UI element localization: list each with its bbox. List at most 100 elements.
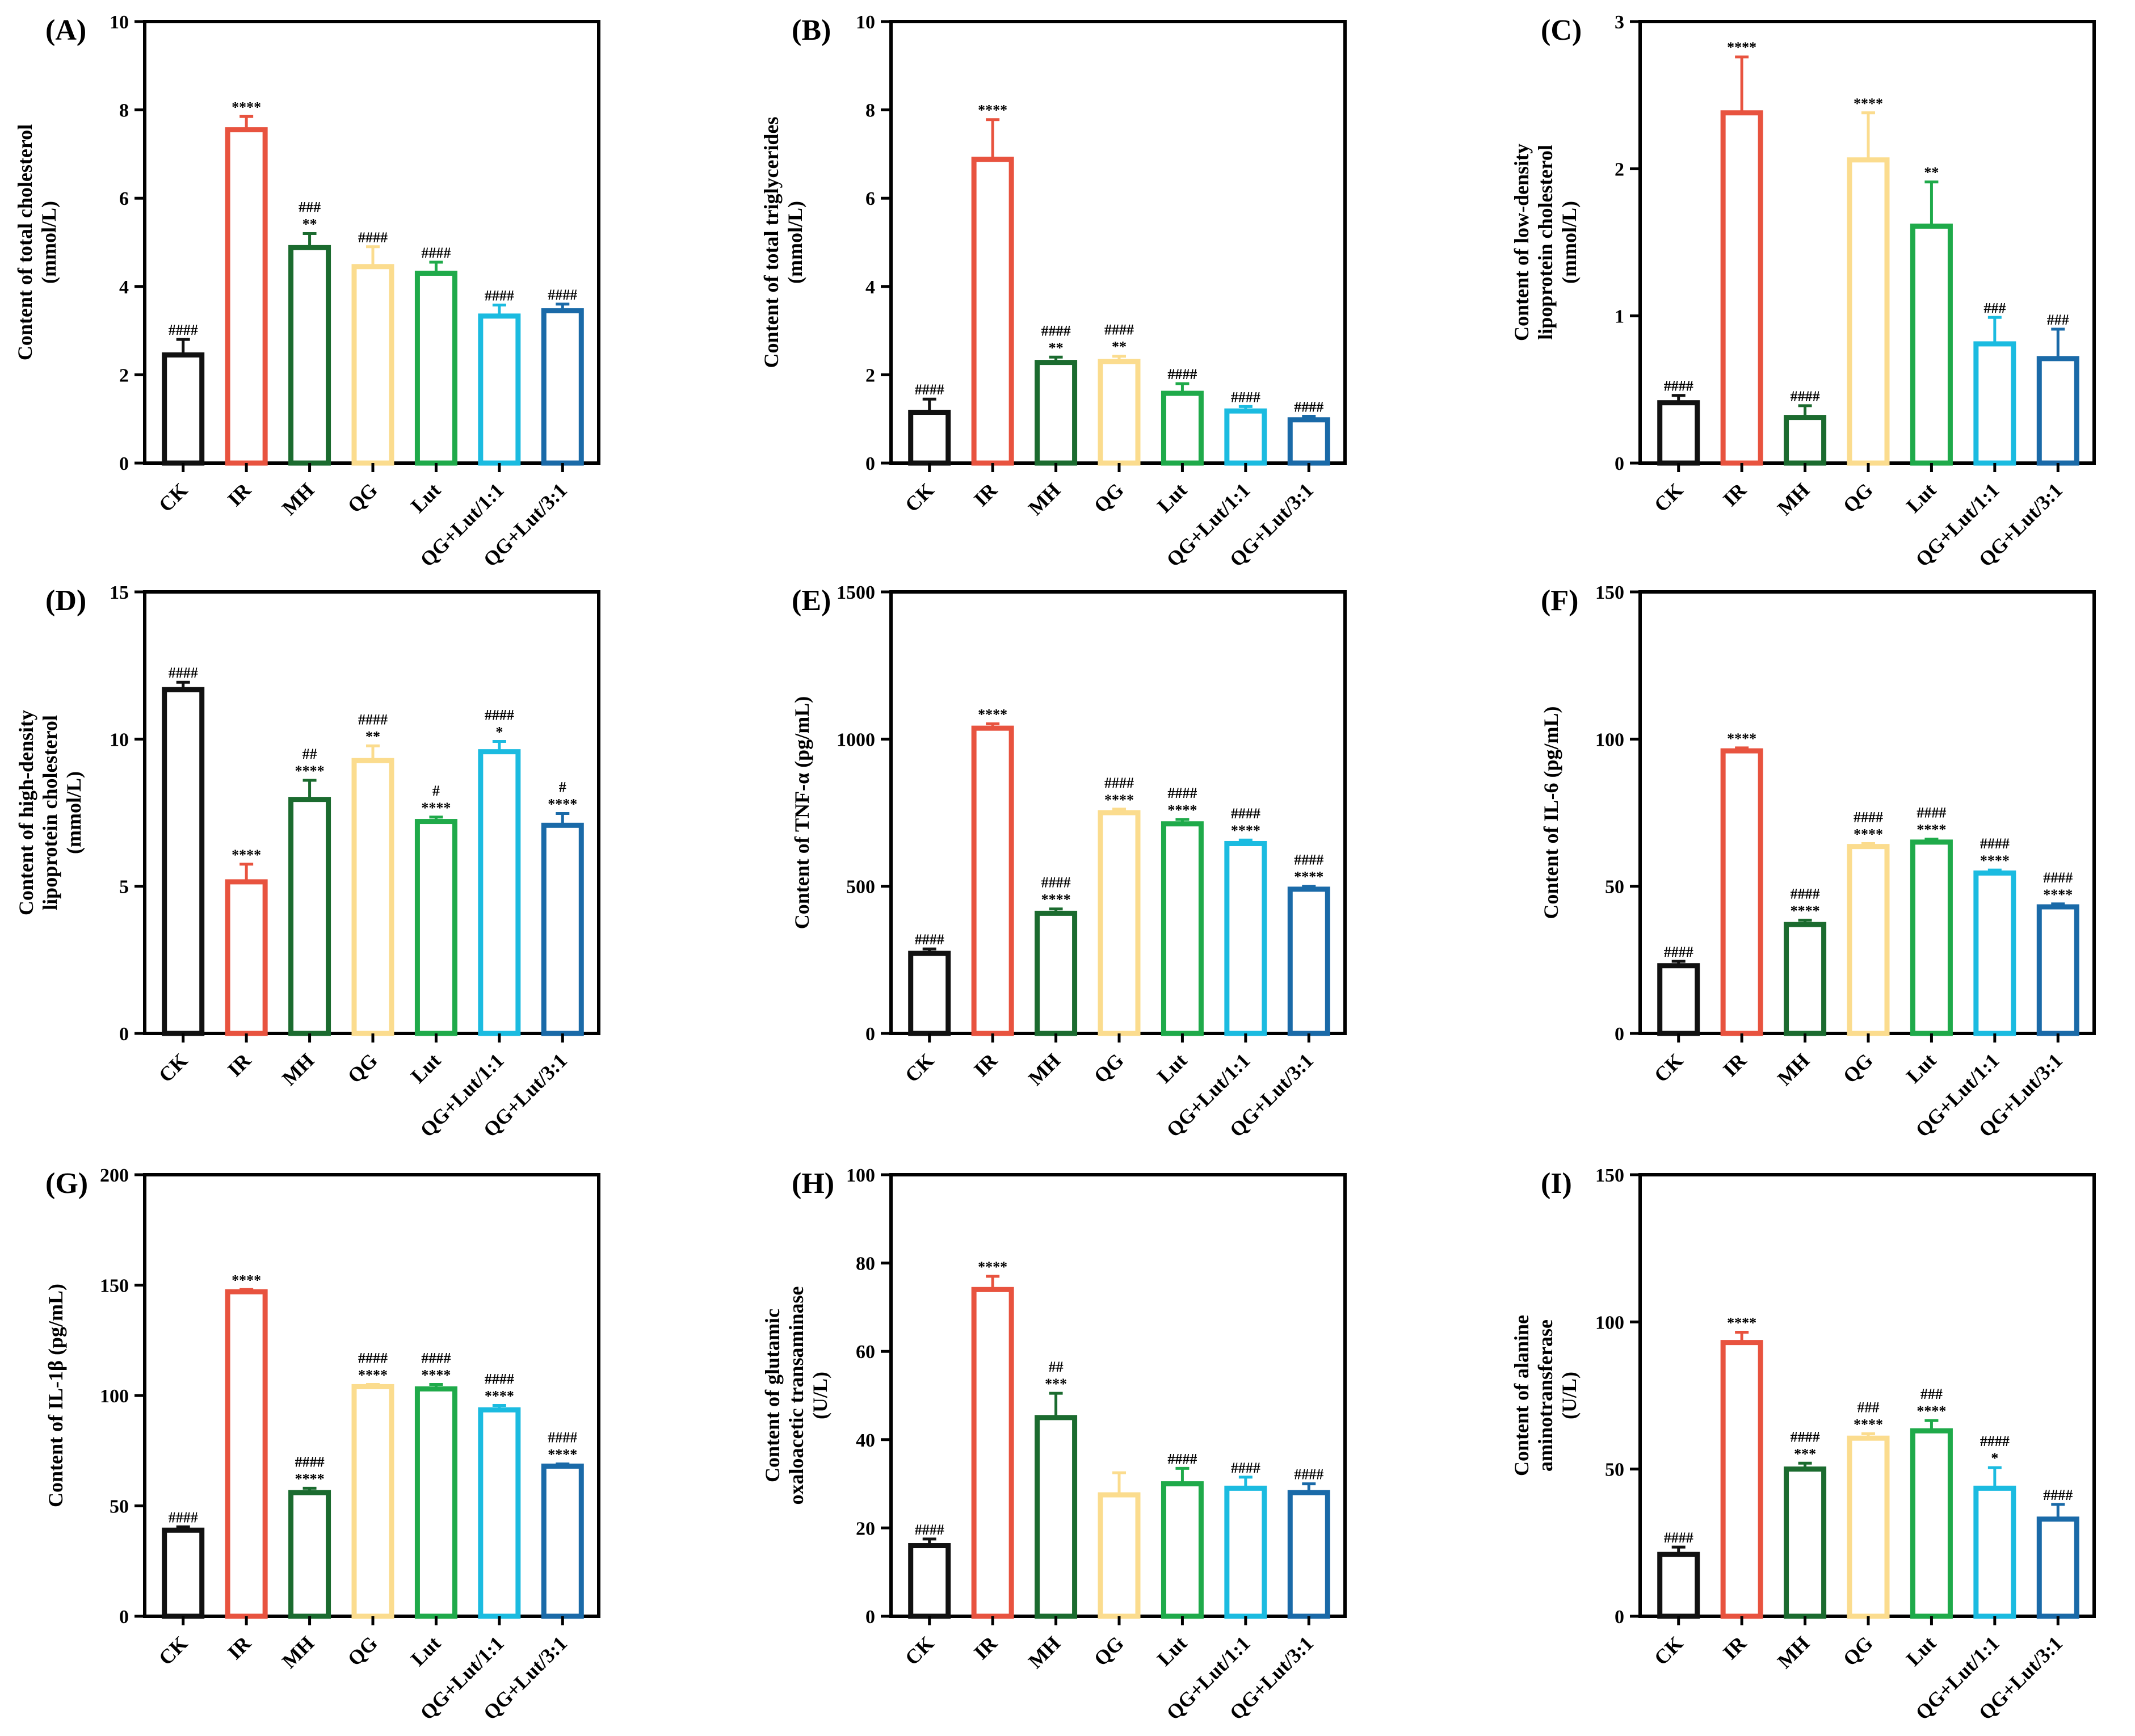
bar-ck: [1657, 1552, 1700, 1619]
bar-mh: [1784, 922, 1827, 1036]
significance-label: ####: [169, 1509, 198, 1525]
x-tick-label: Lut: [1902, 478, 1940, 517]
y-tick-label: 20: [856, 1518, 875, 1539]
bar-qg: [1098, 359, 1141, 466]
y-axis-label: aminotransferase: [1534, 1319, 1557, 1472]
y-tick-label: 6: [865, 188, 875, 209]
significance-label: ####: [421, 245, 451, 261]
bar-mh: [1784, 415, 1827, 466]
significance-label: ####: [1294, 852, 1323, 868]
significance-label: ####: [1664, 1529, 1693, 1546]
y-axis-label: (mmol/L): [37, 201, 60, 284]
panel-label: (E): [792, 585, 831, 617]
significance-label: ###: [1857, 1399, 1880, 1415]
y-tick-label: 100: [1595, 1312, 1624, 1333]
bar-qg: [1098, 1492, 1141, 1619]
x-tick-label: Lut: [1902, 1632, 1940, 1670]
y-tick-label: 0: [865, 1024, 875, 1045]
y-tick-label: 60: [856, 1342, 875, 1363]
y-tick-label: 5: [119, 877, 129, 898]
y-tick-label: 2: [865, 365, 875, 386]
y-axis-label: Content of low-density: [1510, 144, 1533, 341]
significance-label: ***: [1794, 1445, 1816, 1462]
y-axis-label: (mmol/L): [1558, 201, 1581, 284]
y-axis-label: lipoprotein cholesterol: [39, 715, 61, 910]
significance-label: ####: [1791, 1428, 1820, 1445]
x-tick-label: CK: [901, 1049, 938, 1086]
y-axis-label: Content of high-density: [15, 710, 37, 915]
bar-lut: [1161, 821, 1204, 1036]
significance-label: ####: [358, 1350, 388, 1367]
panel-label: (H): [792, 1167, 834, 1200]
x-tick-label: MH: [278, 1632, 318, 1672]
significance-label: ####: [548, 1430, 577, 1446]
significance-label: ####: [485, 1371, 514, 1388]
y-axis-label: Content of total triglycerides: [760, 117, 783, 368]
significance-label: ####: [485, 707, 514, 723]
significance-label: **: [1049, 339, 1064, 356]
panel-label: (C): [1541, 14, 1582, 47]
bar-ir: [1720, 748, 1763, 1036]
x-tick-label: CK: [154, 478, 192, 516]
bar-qg-lut-3-1: [2036, 356, 2079, 466]
y-tick-label: 1500: [837, 582, 875, 603]
significance-label: ****: [485, 1388, 514, 1405]
y-tick-label: 40: [856, 1430, 875, 1451]
bar-ir: [1720, 1340, 1763, 1619]
bar-ir: [971, 157, 1014, 466]
significance-label: *: [1991, 1450, 1998, 1466]
y-tick-label: 50: [1605, 877, 1624, 898]
x-tick-label: CK: [154, 1632, 192, 1669]
significance-label: ####: [1041, 875, 1071, 891]
bar-ck: [908, 1543, 951, 1619]
x-tick-label: IR: [969, 1632, 1002, 1664]
significance-label: ####: [1104, 775, 1134, 791]
chart-panel-3: (C) 0 1 2 3 Content of low-density lipoprotein…: [1510, 12, 2096, 571]
y-tick-label: 6: [119, 188, 129, 209]
significance-label: ####: [295, 1453, 325, 1470]
bar-qg-lut-3-1: [541, 1463, 584, 1619]
significance-label: ####: [1167, 785, 1197, 801]
y-tick-label: 0: [1615, 1607, 1624, 1628]
y-tick-label: 100: [846, 1165, 875, 1186]
bar-mh: [288, 245, 331, 466]
bar-ck: [162, 687, 205, 1036]
bar-qg: [351, 264, 394, 466]
panel-label: (I): [1541, 1167, 1572, 1200]
bar-mh: [1035, 1415, 1078, 1619]
x-tick-label: MH: [1024, 1049, 1065, 1090]
x-tick-label: CK: [901, 1632, 938, 1669]
x-tick-label: CK: [1650, 1632, 1687, 1669]
x-tick-label: QG: [1839, 1632, 1877, 1670]
x-tick-label: QG: [343, 478, 382, 517]
bar-ck: [908, 410, 951, 466]
significance-label: ####: [2043, 1487, 2073, 1503]
x-tick-label: IR: [223, 1632, 255, 1664]
y-tick-label: 500: [846, 877, 875, 898]
y-tick-label: 100: [100, 1386, 129, 1407]
y-tick-label: 80: [856, 1254, 875, 1275]
bar-mh: [1784, 1466, 1827, 1619]
x-tick-label: IR: [1718, 1632, 1751, 1664]
significance-label: ***: [1045, 1376, 1067, 1392]
x-tick-label: MH: [278, 1049, 318, 1090]
significance-label: ####: [1231, 389, 1260, 405]
x-tick-label: IR: [223, 1049, 255, 1081]
significance-label: ****: [2043, 886, 2073, 903]
significance-label: ****: [1727, 730, 1756, 747]
chart-panel-7: (G) 0 50 100 150 200 Content of IL-1β (pg/mL) #…: [44, 1165, 600, 1724]
y-tick-label: 150: [100, 1276, 129, 1297]
bar-ck: [1657, 963, 1700, 1036]
chart-panel-8: (H) 0 20 40 60 80 100 Content of glutamic oxaloa…: [761, 1165, 1347, 1724]
y-tick-label: 4: [119, 277, 129, 298]
y-tick-label: 1: [1615, 306, 1624, 327]
significance-label: ####: [1104, 322, 1134, 338]
significance-label: **: [1112, 339, 1127, 355]
significance-label: ####: [169, 665, 198, 681]
x-tick-label: MH: [1773, 1632, 1814, 1672]
x-tick-label: MH: [1024, 1632, 1065, 1672]
bar-qg-lut-1-1: [478, 1407, 521, 1619]
bar-qg-lut-1-1: [478, 749, 521, 1036]
x-tick-label: Lut: [1153, 1632, 1191, 1670]
y-tick-label: 50: [110, 1497, 129, 1518]
